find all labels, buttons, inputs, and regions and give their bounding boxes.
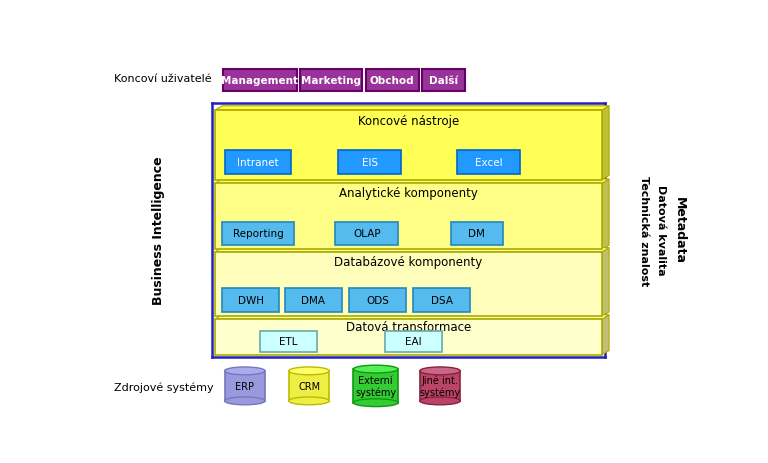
FancyBboxPatch shape [420,371,460,401]
Text: Koncoví uživatelé: Koncoví uživatelé [114,74,211,84]
Text: Datová kvalita: Datová kvalita [657,185,667,275]
Text: Intranet: Intranet [237,157,279,168]
FancyBboxPatch shape [224,371,265,401]
Text: Excel: Excel [475,157,502,168]
Ellipse shape [224,367,265,375]
Polygon shape [215,315,609,319]
FancyBboxPatch shape [336,222,399,245]
Ellipse shape [353,365,398,373]
Text: Business Intelligence: Business Intelligence [152,156,165,304]
Text: Reporting: Reporting [233,229,283,239]
Text: Metadata: Metadata [673,197,686,263]
Text: EIS: EIS [362,157,378,168]
Text: Databázové komponenty: Databázové komponenty [334,256,482,269]
FancyBboxPatch shape [289,371,329,401]
Text: DSA: DSA [431,295,453,306]
FancyBboxPatch shape [223,70,296,92]
FancyBboxPatch shape [300,70,362,92]
FancyBboxPatch shape [366,70,419,92]
Text: Zdrojové systémy: Zdrojové systémy [114,382,214,392]
Ellipse shape [353,399,398,407]
Polygon shape [602,248,609,317]
Text: Jiné int.
systémy: Jiné int. systémy [419,375,461,397]
FancyBboxPatch shape [349,289,406,312]
Polygon shape [215,248,609,252]
Text: DM: DM [468,229,485,239]
FancyBboxPatch shape [225,151,291,174]
FancyBboxPatch shape [285,289,342,312]
Text: Management: Management [221,76,298,86]
Text: DMA: DMA [301,295,326,306]
FancyBboxPatch shape [215,319,602,355]
Ellipse shape [289,397,329,405]
Ellipse shape [289,367,329,375]
Text: OLAP: OLAP [353,229,381,239]
FancyBboxPatch shape [452,222,502,245]
FancyBboxPatch shape [222,289,280,312]
Ellipse shape [420,367,460,375]
Polygon shape [602,315,609,355]
Text: ERP: ERP [235,381,254,391]
Text: Obchod: Obchod [370,76,415,86]
Polygon shape [215,106,609,111]
Text: EAI: EAI [405,337,422,346]
Ellipse shape [224,397,265,405]
FancyBboxPatch shape [413,289,470,312]
FancyBboxPatch shape [260,331,317,352]
Text: Datová transformace: Datová transformace [346,321,471,334]
FancyBboxPatch shape [222,222,294,245]
Text: Koncové nástroje: Koncové nástroje [358,115,459,128]
Text: ETL: ETL [279,337,297,346]
Polygon shape [602,106,609,180]
Text: CRM: CRM [298,381,320,391]
Text: ODS: ODS [366,295,389,306]
FancyBboxPatch shape [385,331,442,352]
FancyBboxPatch shape [215,184,602,250]
Text: DWH: DWH [238,295,263,306]
Text: Další: Další [429,76,458,86]
FancyBboxPatch shape [457,151,521,174]
FancyBboxPatch shape [422,70,465,92]
Polygon shape [602,180,609,250]
FancyBboxPatch shape [338,151,402,174]
FancyBboxPatch shape [353,369,398,403]
Polygon shape [215,180,609,184]
Text: Externí
systémy: Externí systémy [355,375,396,397]
FancyBboxPatch shape [215,252,602,317]
FancyBboxPatch shape [215,111,602,180]
Ellipse shape [420,397,460,405]
Text: Analytické komponenty: Analytické komponenty [339,187,478,200]
Text: Marketing: Marketing [301,76,361,86]
Text: Technická znalost: Technická znalost [638,175,649,285]
